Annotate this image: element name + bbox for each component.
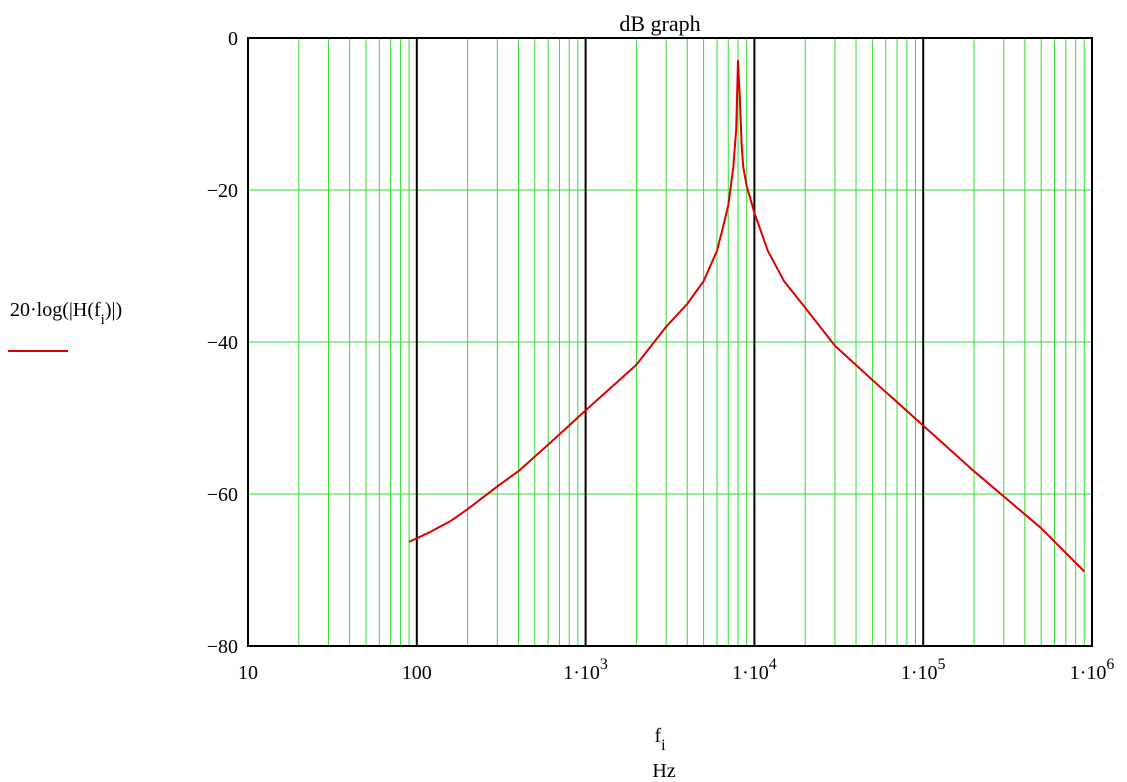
y-axis-label: 20·log(|H(fi)|) <box>8 299 122 352</box>
y-tick-label: −40 <box>207 332 238 354</box>
x-tick-label: 1·105 <box>901 656 946 684</box>
series-line <box>408 59 1086 573</box>
plot-frame <box>247 37 1093 647</box>
x-axis-ticks: 10 100 1·103 1·104 1·105 1·106 <box>238 656 1114 684</box>
x-tick-label: 1·104 <box>732 656 777 684</box>
grid <box>248 38 1092 646</box>
xlabel-var: fi <box>654 725 666 754</box>
x-tick-label: 100 <box>402 662 432 684</box>
y-tick-label: −20 <box>207 180 238 202</box>
xlabel-unit: Hz <box>652 760 675 782</box>
chart-title: dB graph <box>619 11 700 36</box>
series-layer <box>408 59 1086 573</box>
y-tick-label: −80 <box>207 636 238 658</box>
ylabel-text: 20·log(|H(fi)|) <box>10 299 122 328</box>
x-tick-label: 1·103 <box>563 656 608 684</box>
y-tick-label: 0 <box>228 28 238 50</box>
x-tick-label: 10 <box>238 662 258 684</box>
y-tick-label: −60 <box>207 484 238 506</box>
x-tick-label: 1·106 <box>1070 656 1115 684</box>
decade-lines <box>415 38 925 646</box>
y-axis-ticks: 0 −20 −40 −60 −80 <box>207 28 238 658</box>
x-axis-label: fi Hz <box>652 725 675 782</box>
